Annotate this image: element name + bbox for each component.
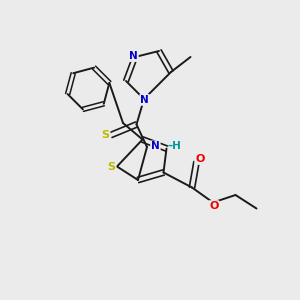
Text: O: O xyxy=(209,201,219,211)
Text: N: N xyxy=(129,51,138,61)
Text: S: S xyxy=(108,161,116,172)
Text: –H: –H xyxy=(167,141,181,152)
Text: N: N xyxy=(140,95,149,105)
Text: S: S xyxy=(102,130,110,140)
Text: O: O xyxy=(195,154,205,164)
Text: N: N xyxy=(151,141,160,152)
